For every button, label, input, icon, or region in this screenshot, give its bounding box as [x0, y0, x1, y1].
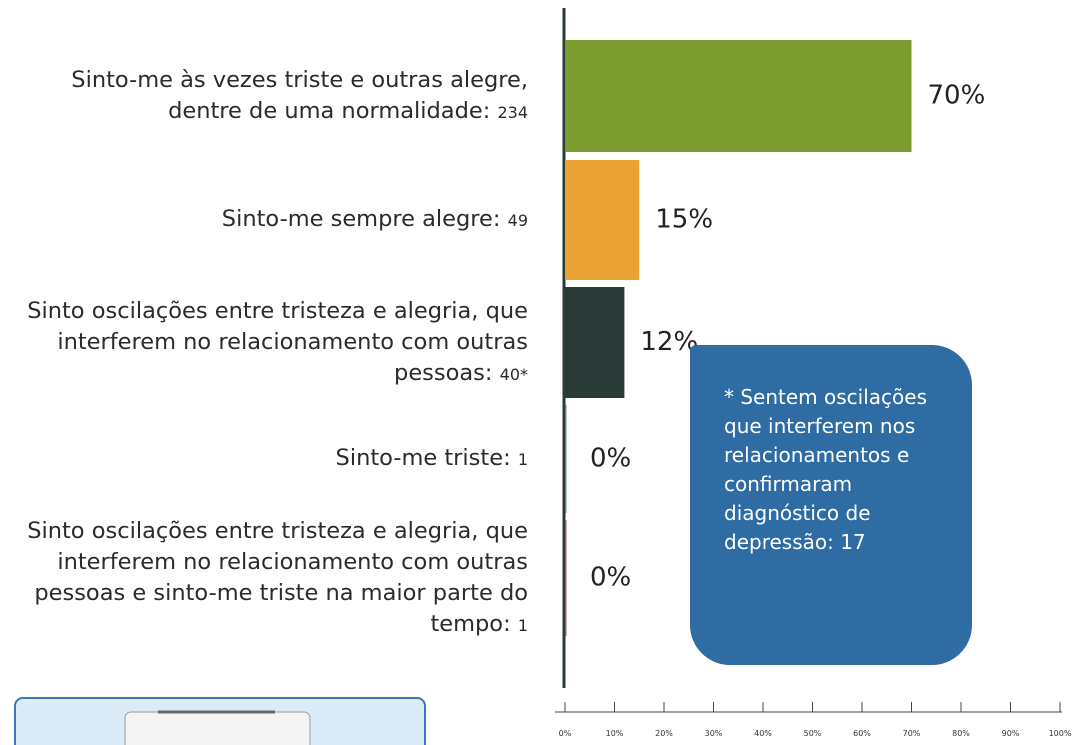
category-text: Sinto-me às vezes triste e outras alegre… [4, 65, 528, 128]
category-count: 49 [507, 211, 528, 230]
bar [565, 287, 625, 398]
bar [565, 40, 912, 152]
category-count: 1 [517, 450, 528, 469]
category-label: Sinto oscilações entre tristeza e alegri… [4, 257, 528, 428]
x-tick-label: 20% [655, 729, 673, 738]
category-count: 1 [517, 615, 528, 635]
value-label: 0% [590, 563, 631, 593]
x-tick-label: 70% [903, 729, 921, 738]
category-label: Sinto-me triste: 1 [4, 375, 528, 543]
value-label: 12% [640, 327, 698, 357]
category-label: Sinto-me sempre alegre: 49 [4, 130, 528, 310]
category-name: Sinto-me triste: [335, 445, 511, 471]
category-label: Sinto-me às vezes triste e outras alegre… [4, 10, 528, 182]
bar [565, 405, 567, 513]
category-text: Sinto-me sempre alegre: 49 [222, 204, 528, 236]
category-name: Sinto oscilações entre tristeza e alegri… [27, 517, 528, 637]
value-label: 70% [928, 81, 986, 111]
x-tick-label: 80% [952, 729, 970, 738]
category-count: 234 [497, 102, 528, 122]
annotation: * Sentem oscilações que interferem nos r… [690, 345, 972, 665]
x-tick-label: 0% [559, 729, 572, 738]
category-text: Sinto oscilações entre tristeza e alegri… [4, 296, 528, 390]
x-tick-label: 40% [754, 729, 772, 738]
bar [565, 160, 640, 280]
bar [565, 520, 567, 636]
x-tick-label: 50% [804, 729, 822, 738]
clipboard-clip [124, 711, 311, 745]
category-text: Sinto-me triste: 1 [336, 443, 528, 475]
x-tick-label: 30% [705, 729, 723, 738]
category-label: Sinto oscilações entre tristeza e alegri… [4, 490, 528, 666]
x-tick-label: 90% [1002, 729, 1020, 738]
value-label: 0% [590, 444, 631, 474]
x-tick-label: 60% [853, 729, 871, 738]
category-text: Sinto oscilações entre tristeza e alegri… [4, 516, 528, 641]
category-count: 40* [499, 364, 528, 384]
category-name: Sinto oscilações entre tristeza e alegri… [27, 297, 528, 386]
value-label: 15% [655, 205, 713, 235]
x-tick-label: 100% [1049, 729, 1072, 738]
x-tick-label: 10% [606, 729, 624, 738]
category-name: Sinto-me sempre alegre: [221, 206, 501, 232]
category-name: Sinto-me às vezes triste e outras alegre… [71, 66, 528, 124]
